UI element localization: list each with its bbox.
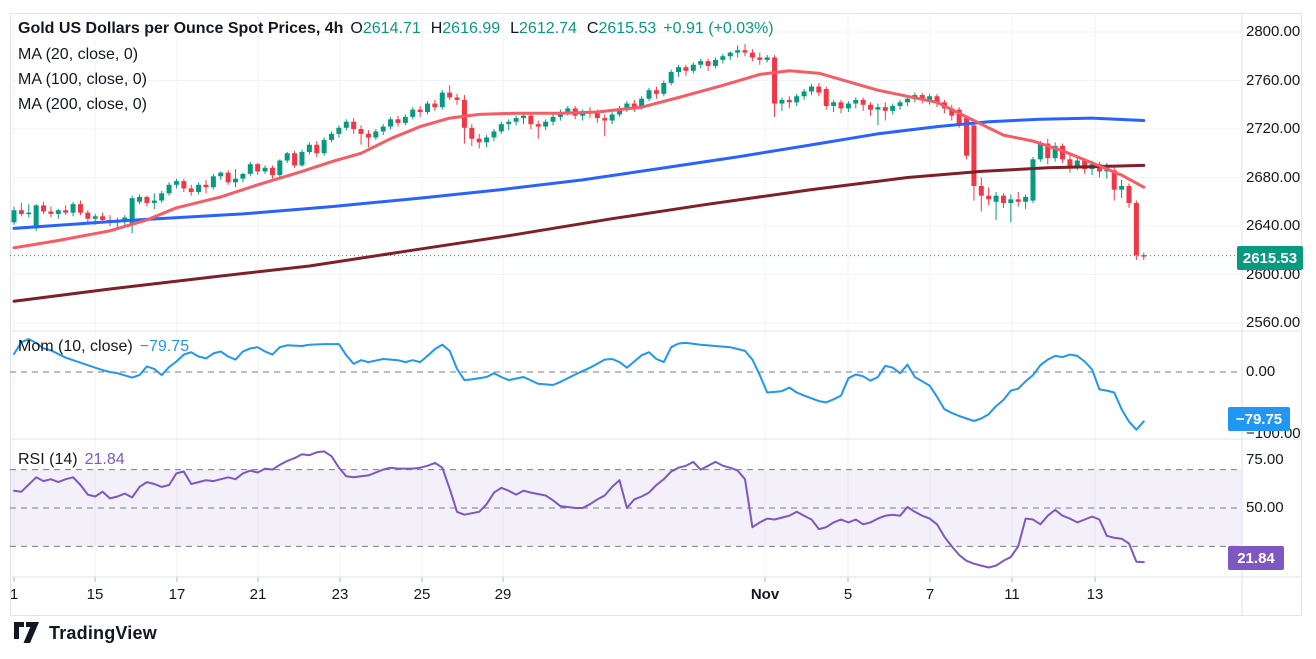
symbol-title: Gold US Dollars per Ounce Spot Prices, 4… — [18, 20, 344, 37]
ma-legend-row[interactable]: MA (200, close, 0) — [18, 96, 147, 113]
time-tick-label: 7 — [925, 586, 935, 603]
rsi-value-badge: 21.84 — [1228, 546, 1284, 570]
mom-label: Mom (10, close) — [18, 338, 133, 355]
tradingview-logo[interactable]: TradingView — [14, 622, 157, 644]
price-tick-label: 2760.00 — [1246, 71, 1301, 89]
price-tick-label: 2800.00 — [1246, 23, 1301, 40]
time-tick-label: 25 — [413, 586, 431, 603]
rsi-tick-label: 75.00 — [1246, 451, 1284, 468]
tradingview-logo-text: TradingView — [49, 622, 157, 643]
ohlc-item: H2616.99 — [430, 20, 501, 37]
time-tick-label: 21 — [249, 586, 267, 603]
mom-tick-label: 0.00 — [1246, 363, 1276, 380]
time-tick-label: 11 — [1004, 586, 1020, 603]
time-tick-label: 5 — [843, 586, 853, 603]
price-tick-label: 2720.00 — [1246, 120, 1301, 137]
ohlc-values: O2614.71 H2616.99 L2612.74 C2615.53 — [350, 19, 656, 38]
ohlc-item: O2614.71 — [350, 20, 421, 37]
time-tick-label: Nov — [750, 586, 780, 603]
time-axis[interactable]: 1 15 17 21 23 25 29 Nov 5 7 11 13 — [10, 578, 1302, 616]
tradingview-logo-icon — [14, 622, 39, 643]
price-change: +0.91 (+0.03%) — [663, 20, 774, 37]
ohlc-item: L2612.74 — [510, 20, 577, 37]
time-tick-label: 17 — [168, 586, 186, 603]
rsi-legend[interactable]: RSI (14) 21.84 — [18, 450, 125, 469]
price-tick-label: 2680.00 — [1246, 168, 1301, 186]
chart-widget-frame — [10, 13, 1302, 616]
rsi-tick-label: 50.00 — [1246, 499, 1284, 516]
last-price-badge: 2615.53 — [1237, 246, 1303, 270]
symbol-legend[interactable]: Gold US Dollars per Ounce Spot Prices, 4… — [18, 19, 774, 38]
ohlc-item: C2615.53 — [586, 20, 657, 37]
ma-legend-row[interactable]: MA (20, close, 0) — [18, 46, 139, 63]
chart-canvas[interactable] — [10, 13, 1302, 616]
mom-value-badge: −79.75 — [1228, 407, 1290, 431]
ma-legend-row[interactable]: MA (100, close, 0) — [18, 71, 147, 88]
price-tick-label: 2640.00 — [1246, 217, 1301, 234]
rsi-label: RSI (14) — [18, 451, 78, 468]
time-tick-label: 29 — [494, 586, 512, 603]
mom-legend[interactable]: Mom (10, close) −79.75 — [18, 337, 189, 356]
price-tick-label: 2560.00 — [1246, 314, 1301, 331]
rsi-value: 21.84 — [84, 451, 125, 468]
time-tick-label: 23 — [331, 586, 349, 603]
mom-value: −79.75 — [139, 338, 190, 355]
time-tick-label: 13 — [1086, 586, 1104, 603]
time-tick-label: 1 — [9, 586, 19, 603]
time-tick-label: 15 — [86, 586, 104, 603]
